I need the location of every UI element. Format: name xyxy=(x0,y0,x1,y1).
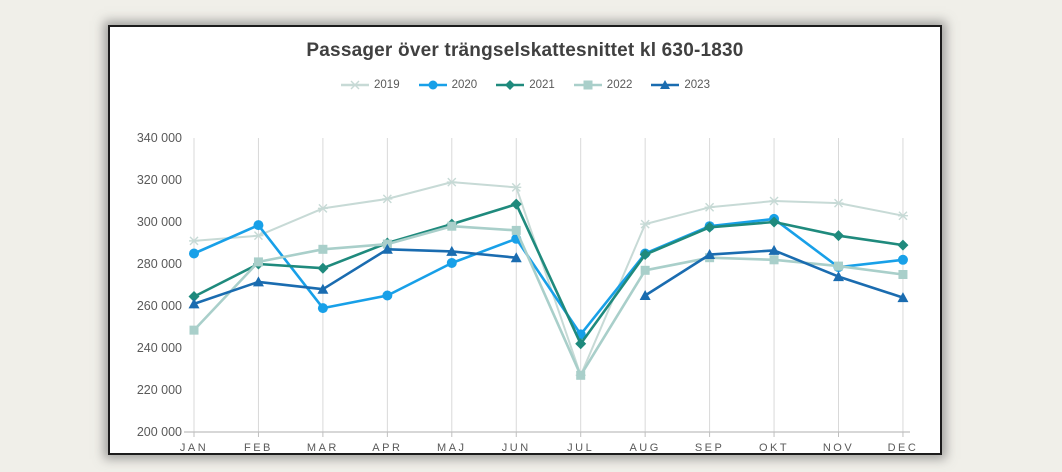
marker-triangle xyxy=(188,298,200,309)
marker-star xyxy=(511,182,521,192)
marker-star xyxy=(640,219,650,229)
legend-label: 2022 xyxy=(606,79,633,91)
y-tick-label: 280 000 xyxy=(137,257,182,271)
marker-star xyxy=(253,231,263,241)
x-tick-label: FEB xyxy=(244,442,273,453)
legend-label: 2023 xyxy=(684,79,710,91)
marker-triangle xyxy=(317,283,329,294)
marker-diamond xyxy=(188,291,200,303)
marker-square xyxy=(447,221,457,231)
y-tick-label: 260 000 xyxy=(137,299,182,313)
marker-star xyxy=(318,203,328,213)
legend-label: 2019 xyxy=(374,79,400,91)
x-tick-label: NOV xyxy=(823,442,854,453)
legend-item-2023: 2023 xyxy=(650,79,710,91)
legend-item-2020: 2020 xyxy=(418,79,478,91)
marker-square xyxy=(769,255,779,265)
x-tick-label: APR xyxy=(372,442,402,453)
marker-circle xyxy=(253,220,264,231)
marker-star xyxy=(898,211,908,221)
y-tick-label: 220 000 xyxy=(137,383,182,397)
y-tick-label: 240 000 xyxy=(137,341,182,355)
marker-diamond xyxy=(639,249,651,261)
marker-square xyxy=(189,325,199,335)
marker-triangle xyxy=(252,276,264,287)
legend-item-2019: 2019 xyxy=(340,79,400,91)
legend-marker-icon xyxy=(651,80,680,89)
marker-square xyxy=(898,270,908,279)
marker-circle xyxy=(317,303,328,314)
marker-star xyxy=(705,202,715,212)
marker-triangle xyxy=(833,271,844,282)
y-tick-label: 200 000 xyxy=(137,425,182,439)
marker-triangle xyxy=(510,252,522,263)
marker-circle xyxy=(382,290,393,301)
chart-title: Passager över trängselskattesnittet kl 6… xyxy=(306,40,744,61)
marker-diamond xyxy=(317,262,329,274)
x-tick-label: DEC xyxy=(888,442,919,453)
marker-triangle xyxy=(704,249,716,260)
x-tick-label: AUG xyxy=(629,442,660,453)
series-line-2019 xyxy=(193,181,904,377)
marker-triangle xyxy=(768,244,780,255)
x-tick-label: JUL xyxy=(567,442,594,453)
legend-marker-icon xyxy=(418,80,447,90)
legend-label: 2021 xyxy=(529,79,555,91)
x-tick-label: JAN xyxy=(180,442,208,453)
x-tick-label: MAR xyxy=(307,442,339,453)
marker-square xyxy=(318,244,328,254)
legend-item-2021: 2021 xyxy=(495,79,555,91)
marker-star xyxy=(769,196,779,206)
marker-star xyxy=(382,194,392,204)
y-tick-label: 320 000 xyxy=(137,173,182,187)
chart-legend: 2019 2020 2021 2022 2023 xyxy=(110,79,940,91)
x-tick-label: SEP xyxy=(695,442,725,453)
legend-marker-icon xyxy=(341,80,370,90)
marker-star xyxy=(834,198,843,208)
marker-diamond xyxy=(704,221,716,233)
marker-triangle xyxy=(897,292,909,303)
x-tick-label: JUN xyxy=(502,442,531,453)
plot-area: JAN FEB MAR APR MAJ JUN JUL AUG SEP OKT NOV DEC 200 … xyxy=(137,131,919,453)
marker-circle xyxy=(189,248,199,259)
marker-triangle xyxy=(381,243,393,254)
legend-marker-icon xyxy=(496,80,525,90)
marker-square xyxy=(640,265,650,275)
x-tick-label: MAJ xyxy=(437,442,467,453)
marker-square xyxy=(576,370,586,380)
marker-triangle xyxy=(446,245,458,256)
marker-diamond xyxy=(768,216,780,228)
marker-star xyxy=(447,177,457,187)
legend-label: 2020 xyxy=(451,79,478,91)
marker-circle xyxy=(897,254,908,265)
series-line-2021 xyxy=(192,202,905,346)
marker-diamond xyxy=(897,239,909,251)
legend-marker-icon xyxy=(573,80,602,90)
marker-square xyxy=(253,257,263,267)
marker-diamond xyxy=(510,198,522,210)
y-tick-label: 300 000 xyxy=(137,215,182,229)
legend-item-2022: 2022 xyxy=(573,79,633,91)
x-tick-label: OKT xyxy=(759,442,789,453)
marker-diamond xyxy=(833,230,844,242)
series-line-2020 xyxy=(192,217,905,336)
marker-diamond xyxy=(575,338,587,350)
series-line-2022 xyxy=(192,224,905,377)
marker-star xyxy=(189,236,199,246)
marker-square xyxy=(511,225,521,235)
y-tick-label: 340 000 xyxy=(137,131,182,145)
marker-square xyxy=(834,261,843,271)
chart-card: Passager över trängselskattesnittet kl 6… xyxy=(108,25,942,455)
marker-circle xyxy=(446,257,457,268)
marker-triangle xyxy=(639,290,651,300)
